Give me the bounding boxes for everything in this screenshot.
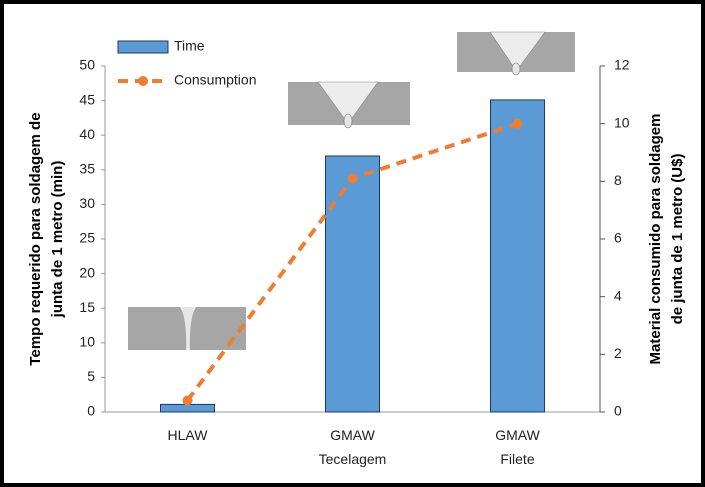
x-tick-label: HLAW bbox=[168, 427, 209, 443]
legend-label: Time bbox=[174, 38, 205, 54]
weld-tecelagem bbox=[288, 82, 410, 128]
y2-tick-label: 12 bbox=[614, 57, 630, 73]
marker bbox=[183, 395, 193, 405]
legend-swatch bbox=[138, 76, 148, 86]
legend-swatch bbox=[118, 41, 168, 53]
y2-tick-label: 8 bbox=[614, 172, 622, 188]
y-tick-label: 35 bbox=[79, 161, 95, 177]
bar bbox=[491, 100, 545, 412]
y-tick-label: 5 bbox=[87, 368, 95, 384]
y-tick-label: 0 bbox=[87, 403, 95, 419]
y2-tick-label: 0 bbox=[614, 403, 622, 419]
y2-tick-label: 2 bbox=[614, 345, 622, 361]
y-tick-label: 40 bbox=[79, 126, 95, 142]
bar bbox=[161, 404, 215, 412]
y2-axis-title: Material consumido para soldagem bbox=[647, 114, 664, 365]
y-tick-label: 20 bbox=[79, 264, 95, 280]
legend-label: Consumption bbox=[174, 72, 257, 88]
y-tick-label: 10 bbox=[79, 334, 95, 350]
page: {"chart_data": {"type": "bar-line", "cat… bbox=[0, 0, 705, 487]
y2-tick-label: 6 bbox=[614, 230, 622, 246]
y-tick-label: 30 bbox=[79, 195, 95, 211]
y-tick-label: 15 bbox=[79, 299, 95, 315]
y-tick-label: 45 bbox=[79, 91, 95, 107]
y2-tick-label: 4 bbox=[614, 287, 622, 303]
y-tick-label: 25 bbox=[79, 230, 95, 246]
marker bbox=[348, 173, 358, 183]
y-axis-title: Tempo requerido para soldagem de bbox=[27, 112, 44, 365]
marker bbox=[513, 119, 523, 129]
weld-filete bbox=[457, 32, 575, 75]
y2-axis-title: de junta de 1 metro (U$) bbox=[669, 154, 686, 325]
y-tick-label: 50 bbox=[79, 57, 95, 73]
y2-tick-label: 10 bbox=[614, 114, 630, 130]
y-axis-title: junta de 1 metro (min) bbox=[49, 161, 66, 319]
chart: Tempo requerido para soldagem de junta d… bbox=[0, 0, 705, 487]
bar bbox=[326, 156, 380, 412]
